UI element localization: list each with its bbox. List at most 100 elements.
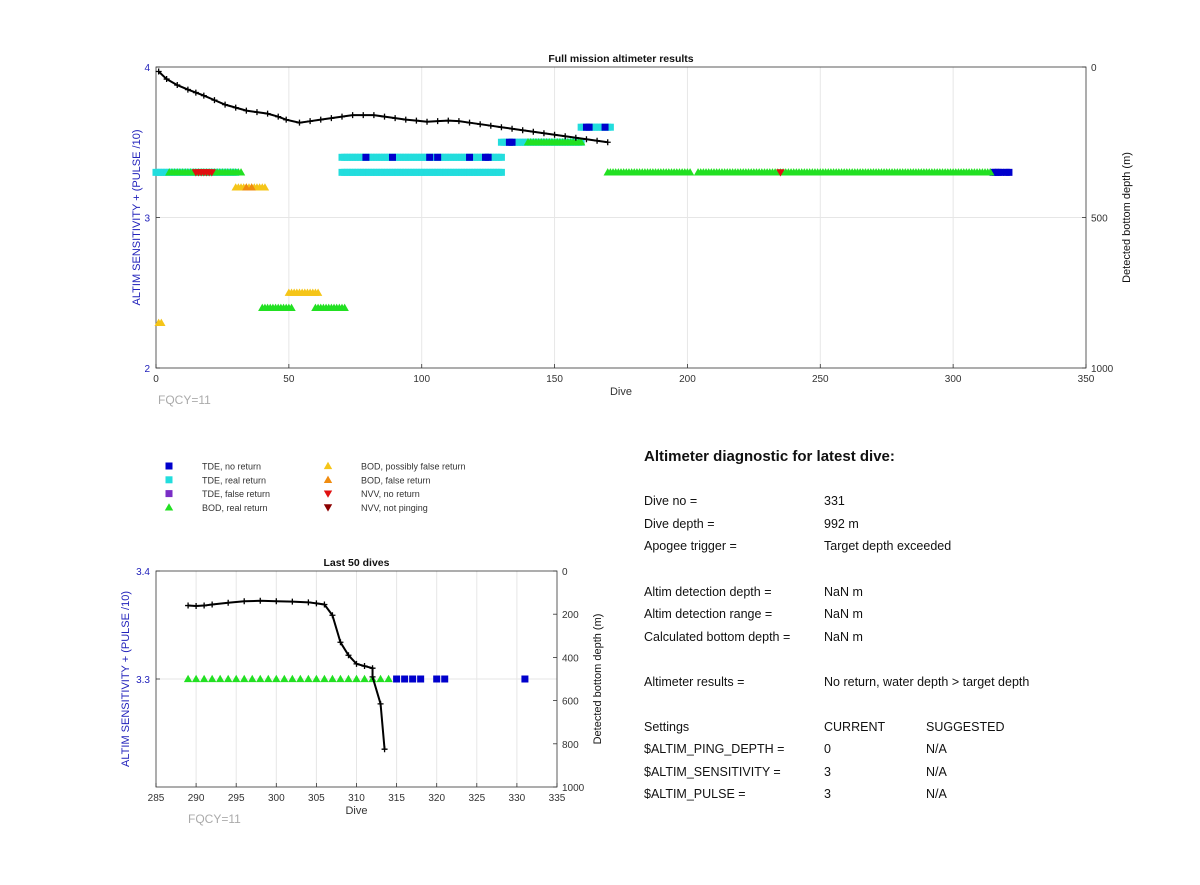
bottom-depth-point [313,600,320,607]
data-marker [344,674,353,683]
data-marker [986,168,995,176]
y-tick-label: 3 [144,214,150,225]
diagnostic-value: NaN m [824,630,863,644]
diagnostic-row-apogee-trigger: Apogee trigger = Target depth exceeded [644,539,1184,557]
diagnostic-label: Dive no = [644,494,698,508]
x-tick-label: 330 [509,793,526,804]
data-marker [776,169,785,177]
bottom-depth-point [594,137,601,144]
data-marker [360,674,369,683]
diagnostic-label: Dive depth = [644,517,715,531]
data-marker [256,674,265,683]
x-tick-label: 305 [308,793,325,804]
bottom-depth-point [222,101,229,108]
data-marker [312,674,321,683]
x-tick-label: 290 [188,793,205,804]
data-marker [215,674,225,683]
data-marker [484,153,492,161]
bottom-depth-point [370,112,377,119]
bottom-depth-point [275,113,282,120]
last-50-dives-chart: 285 290 295 300 305 310 315 320 325 330 335 3.3 3.4 0… [120,557,604,826]
x-tick-label: 325 [468,793,485,804]
data-marker [320,674,329,683]
bottom-depth-point [402,116,409,123]
setting-current: 3 [824,787,831,801]
bottom-depth-point [193,602,200,609]
data-marker [336,674,345,683]
x-tick-label: 320 [428,793,445,804]
diagnostic-value: 992 m [824,517,859,531]
y2-tick-label: 1000 [562,783,585,794]
y2-tick-label: 600 [562,697,579,708]
bottom-depth-point [339,113,345,120]
data-marker [1005,168,1013,176]
y-tick-label: 3.4 [136,567,150,578]
bottom-depth-point [345,652,352,659]
y2-axis-label: Detected bottom depth (m) [1121,152,1133,283]
bottom-depth-point [253,109,260,116]
bottom-depth-point [361,663,368,670]
y-tick-label: 2 [144,364,150,375]
bottom-depth-point [540,130,547,137]
frequency-label: FQCY=11 [158,393,211,407]
data-marker [260,183,270,191]
data-marker [685,168,695,176]
bottom-depth-point [289,598,296,605]
y2-tick-label: 200 [562,610,579,621]
data-marker [352,674,361,683]
bottom-depth-point [273,598,280,605]
bottom-depth-point [604,139,611,146]
x-tick-label: 0 [153,374,159,385]
diagnostic-label: Calculated bottom depth = [644,630,791,644]
data-marker [288,674,297,683]
bottom-depth-point [498,124,505,131]
y2-tick-label: 400 [562,653,579,664]
data-marker [362,153,370,161]
bottom-depth-point [353,660,360,667]
data-marker [296,674,305,683]
y2-tick-label: 1000 [1091,364,1114,375]
setting-row-sensitivity: $ALTIM_SENSITIVITY = 3 N/A [644,765,1184,783]
settings-header: Settings CURRENT SUGGESTED [644,720,1184,738]
bottom-depth-point [392,115,399,122]
x-tick-label: 350 [1078,374,1095,385]
data-marker [207,674,217,683]
bottom-depth-point [583,136,590,143]
x-tick-label: 310 [348,793,365,804]
y2-tick-label: 500 [1091,214,1108,225]
x-tick-label: 315 [388,793,405,804]
bottom-depth-point [477,121,484,128]
diagnostic-row-dive-depth: Dive depth = 992 m [644,517,1184,535]
data-marker [304,674,313,683]
x-tick-label: 100 [413,374,430,385]
x-tick-label: 300 [945,374,962,385]
diagnostic-value: NaN m [824,607,863,621]
data-marker [287,303,296,311]
bottom-depth-point [201,602,208,609]
data-marker [508,138,516,146]
bottom-depth-point [257,597,264,604]
setting-suggested: N/A [926,787,947,801]
frequency-label: FQCY=11 [188,812,241,826]
x-tick-label: 200 [679,374,696,385]
bottom-depth-point [321,601,328,608]
bottom-depth-point [225,599,232,606]
bottom-depth-point [317,116,324,123]
x-tick-label: 335 [549,793,566,804]
bottom-depth-point [209,601,216,608]
data-marker [223,674,233,683]
data-marker [497,153,505,161]
bottom-depth-point [487,122,494,129]
diagnostic-value: 331 [824,494,845,508]
setting-label: $ALTIM_PING_DEPTH = [644,742,785,756]
data-marker [157,318,166,326]
bottom-depth-point [455,118,462,125]
bottom-depth-point [329,612,336,619]
data-marker [272,674,281,683]
data-marker [280,674,289,683]
bottom-depth-point [572,134,579,141]
diagnostic-label: Altimeter results = [644,675,745,689]
bottom-depth-point [509,125,516,132]
setting-row-pulse: $ALTIM_PULSE = 3 N/A [644,787,1184,805]
x-tick-label: 50 [283,374,295,385]
